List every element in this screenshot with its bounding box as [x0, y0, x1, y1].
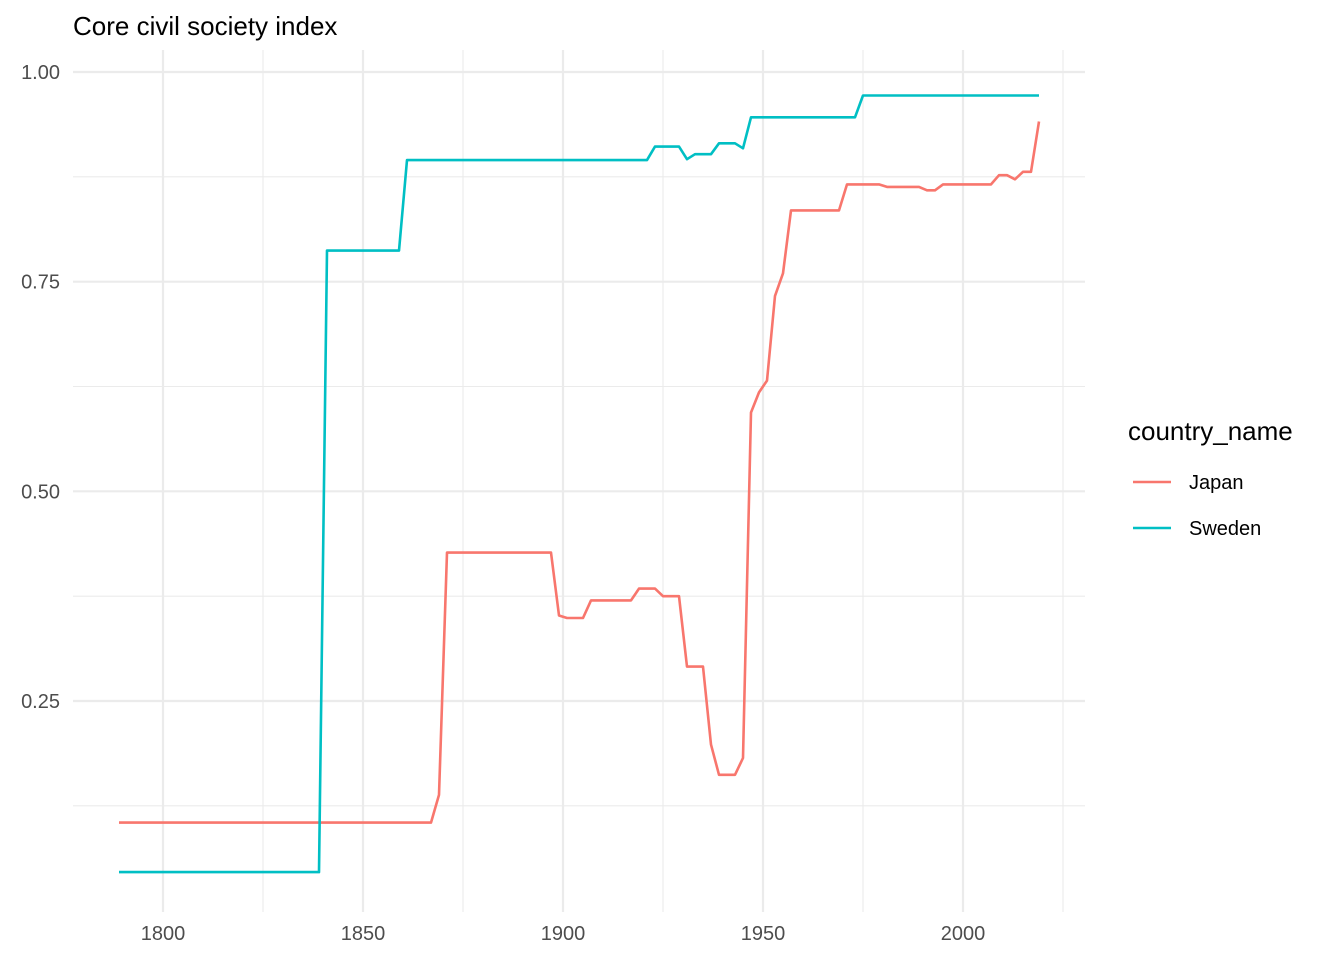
legend-title: country_name [1128, 416, 1293, 446]
x-tick-label: 2000 [941, 923, 986, 945]
x-tick-label: 1800 [141, 923, 186, 945]
y-tick-label: 0.25 [21, 691, 60, 713]
major-grid [73, 50, 1085, 912]
legend-label-sweden: Sweden [1189, 518, 1261, 540]
y-tick-label: 0.50 [21, 481, 60, 503]
x-tick-label: 1850 [341, 923, 386, 945]
series-layer [119, 94, 1041, 874]
y-tick-label: 0.75 [21, 272, 60, 294]
series-line-sweden [119, 94, 1039, 874]
x-axis: 1800 1850 1900 1950 2000 [141, 923, 986, 945]
minor-grid [73, 50, 1085, 912]
x-tick-label: 1900 [541, 923, 586, 945]
series-line-japan [119, 121, 1041, 824]
chart-title: Core civil society index [73, 11, 337, 41]
y-axis: 0.25 0.50 0.75 1.00 [21, 62, 60, 713]
x-tick-label: 1950 [741, 923, 786, 945]
y-tick-label: 1.00 [21, 62, 60, 84]
legend-label-japan: Japan [1189, 472, 1244, 494]
legend: country_name Japan Sweden [1128, 416, 1293, 540]
